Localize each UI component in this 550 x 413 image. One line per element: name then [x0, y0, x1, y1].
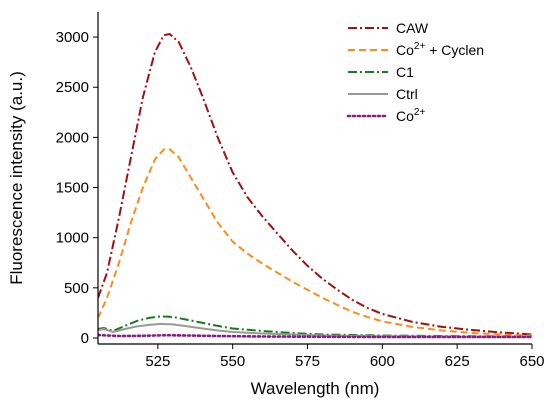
series-line-4 [98, 333, 532, 339]
y-tick-label: 2000 [56, 129, 89, 146]
legend-label-1: Co2+ + Cyclen [396, 41, 484, 58]
legend-label-2: C1 [396, 64, 414, 80]
y-tick-label: 1000 [56, 230, 89, 247]
plot-area [97, 12, 532, 345]
y-axis-ticks: 0 500 1000 1500 2000 2500 3000 [56, 29, 98, 347]
x-axis-ticks: 525 550 575 600 625 650 [145, 344, 545, 370]
x-tick-label: 625 [445, 353, 470, 370]
series-line-0 [98, 33, 532, 336]
x-axis-title: Wavelength (nm) [251, 379, 380, 398]
y-tick-label: 0 [81, 330, 89, 347]
legend: CAW Co2+ + Cyclen C1 Ctrl Co2+ [346, 20, 484, 124]
y-tick-label: 1500 [56, 180, 89, 197]
series-line-3 [98, 322, 532, 338]
legend-label-4: Co2+ [396, 107, 425, 124]
legend-label-3: Ctrl [396, 86, 418, 102]
legend-label-0: CAW [396, 20, 429, 36]
x-tick-label: 525 [145, 353, 170, 370]
y-tick-label: 2500 [56, 79, 89, 96]
x-tick-label: 550 [220, 353, 245, 370]
y-axis-title: Fluorescence intensity (a.u.) [7, 71, 26, 285]
x-tick-label: 575 [295, 353, 320, 370]
y-tick-label: 500 [64, 280, 89, 297]
series-line-1 [98, 148, 532, 337]
y-tick-label: 3000 [56, 29, 89, 46]
x-tick-label: 600 [370, 353, 395, 370]
x-tick-label: 650 [519, 353, 544, 370]
